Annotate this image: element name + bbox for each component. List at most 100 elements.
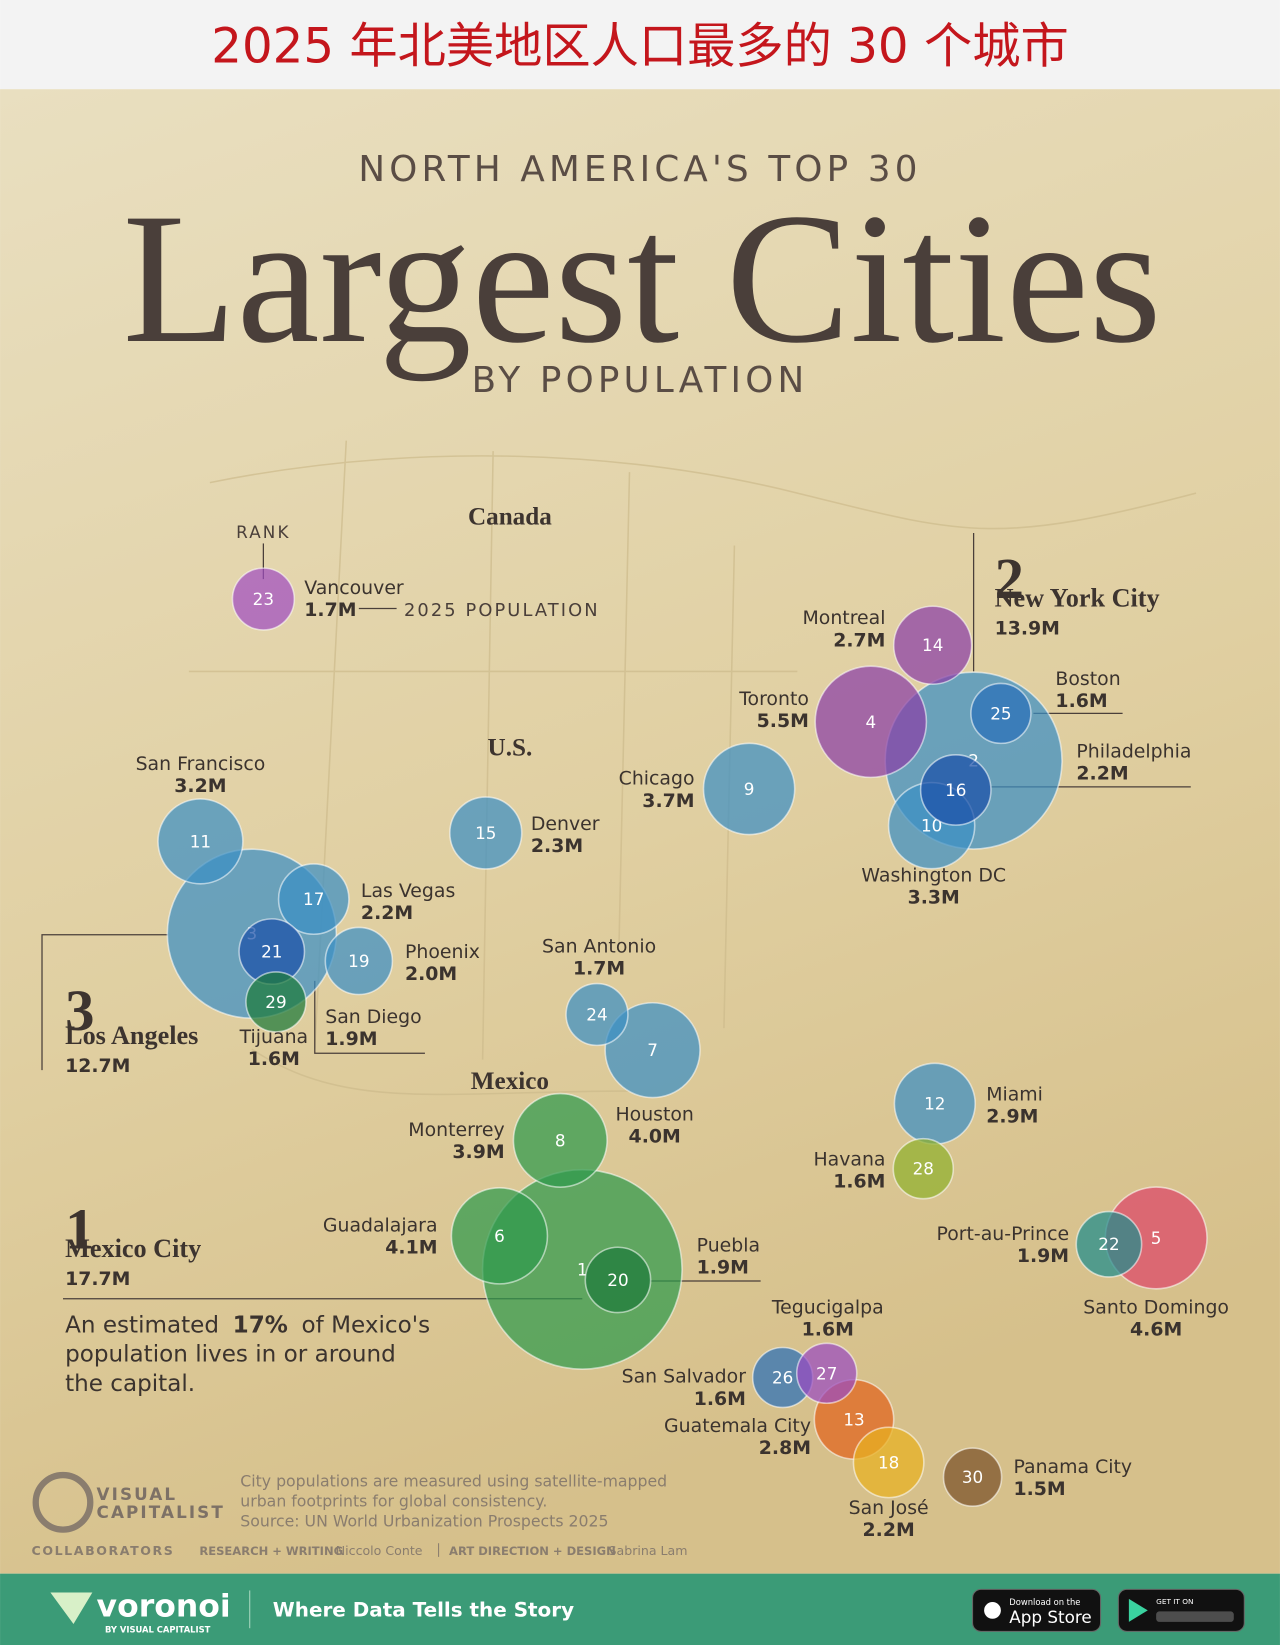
city-population: 1.6M: [1055, 690, 1107, 712]
city-population: 2.0M: [405, 963, 457, 985]
city-name: Tegucigalpa: [771, 1296, 884, 1318]
city-bubble: [512, 1092, 608, 1188]
brand: CAPITALIST: [97, 1502, 225, 1522]
city-bubble: [277, 863, 350, 936]
city-population: 1.9M: [697, 1257, 749, 1279]
region-label: Mexico: [471, 1068, 549, 1095]
city-bubble: [450, 1187, 549, 1285]
city-population: 2.2M: [1076, 762, 1128, 784]
city-population: 2.2M: [361, 902, 413, 924]
city-name: Denver: [531, 813, 600, 835]
app-store-button[interactable]: Download on the App Store: [972, 1588, 1102, 1632]
city-name: San Diego: [325, 1006, 421, 1028]
city-rank: 1: [577, 1259, 588, 1279]
play-store-button[interactable]: GET IT ON: [1117, 1588, 1245, 1632]
city-bubble: [584, 1246, 652, 1314]
city-name: San José: [849, 1497, 929, 1519]
city-rank: 8: [555, 1130, 566, 1150]
city-name: Monterrey: [408, 1119, 504, 1141]
big-rank: 2: [995, 546, 1024, 611]
city-population: 1.6M: [833, 1171, 885, 1193]
annotation-text: the capital.: [65, 1371, 195, 1397]
city-rank: 15: [475, 823, 496, 843]
city-population: 3.9M: [452, 1141, 504, 1163]
city-population: 1.5M: [1013, 1478, 1065, 1500]
city-name: San Antonio: [542, 936, 656, 958]
city-population: 3.2M: [174, 775, 226, 797]
city-bubble: [1075, 1210, 1143, 1278]
city-bubble: [814, 665, 928, 779]
banner: [0, 0, 1280, 90]
city-population: 1.6M: [694, 1388, 746, 1410]
city-name: Washington DC: [861, 864, 1006, 886]
city-rank: 6: [494, 1226, 505, 1246]
city-name: Tijuana: [239, 1026, 309, 1048]
city-bubble: [892, 605, 973, 685]
city-population: 1.6M: [802, 1319, 854, 1341]
city-rank: 5: [1151, 1228, 1162, 1248]
credit-person: Sabrina Lam: [609, 1543, 688, 1558]
play-store-small: GET IT ON: [1156, 1597, 1193, 1606]
city-name: San Francisco: [136, 753, 266, 775]
big-city-population: 13.9M: [995, 618, 1060, 640]
city-population: 1.9M: [325, 1028, 377, 1050]
city-rank: 18: [878, 1452, 899, 1472]
city-rank: 19: [348, 951, 369, 971]
city-bubble: [852, 1426, 925, 1499]
city-bubble: [942, 1447, 1003, 1507]
app-store-label: App Store: [1009, 1607, 1091, 1627]
annotation: An estimated 17% of Mexico's population …: [65, 1312, 437, 1397]
credits-heading: COLLABORATORS: [32, 1543, 175, 1558]
main-title: Largest Cities: [123, 176, 1162, 382]
legend-rank: RANK: [236, 522, 290, 542]
city-name: Havana: [813, 1149, 885, 1171]
city-rank: 13: [843, 1409, 864, 1429]
bubbles: 1234567891011121314151617181920212223242…: [157, 567, 1208, 1507]
city-population: 1.7M: [304, 599, 356, 621]
big-city-population: 17.7M: [65, 1268, 130, 1290]
city-rank: 9: [744, 779, 755, 799]
big-city-name: Los Angeles: [65, 1021, 198, 1050]
annotation-text: population lives in or around: [65, 1342, 396, 1368]
city-name: Houston: [615, 1103, 693, 1125]
city-bubble: [565, 982, 629, 1047]
app-store-small: Download on the: [1009, 1597, 1080, 1607]
annotation-text: An estimated: [65, 1312, 219, 1338]
city-rank: 23: [253, 589, 274, 609]
city-rank: 25: [990, 703, 1011, 723]
city-bubble: [892, 1137, 955, 1200]
voronoi-mark: [50, 1592, 93, 1625]
city-population: 4.1M: [385, 1237, 437, 1259]
credit-role: RESEARCH + WRITING: [199, 1544, 343, 1558]
brand: VISUAL: [97, 1484, 178, 1504]
city-rank: 22: [1098, 1234, 1119, 1254]
note: Source: UN World Urbanization Prospects …: [240, 1511, 608, 1530]
annotation-text: of Mexico's: [302, 1312, 431, 1338]
credit-role: ART DIRECTION + DESIGN: [449, 1544, 616, 1558]
city-name: Miami: [986, 1084, 1043, 1106]
city-name: Guatemala City: [664, 1415, 811, 1437]
city-name: Boston: [1055, 668, 1120, 690]
big-city-name: New York City: [995, 583, 1160, 612]
note: urban footprints for global consistency.: [240, 1492, 547, 1511]
city-bubble: [970, 682, 1032, 745]
city-population: 2.3M: [531, 835, 583, 857]
credit-person: Niccolo Conte: [336, 1543, 423, 1558]
city-population: 3.3M: [908, 886, 960, 908]
city-population: 2.8M: [759, 1437, 811, 1459]
city-bubble: [449, 796, 523, 870]
region-label: Canada: [468, 504, 552, 531]
city-name: Philadelphia: [1076, 740, 1191, 762]
city-rank: 14: [922, 635, 943, 655]
city-rank: 30: [962, 1467, 983, 1487]
city-bubble: [231, 567, 296, 631]
city-name: Santo Domingo: [1083, 1296, 1229, 1318]
footer-logo[interactable]: voronoi: [97, 1589, 231, 1625]
city-bubble: [157, 798, 244, 885]
note: City populations are measured using sate…: [240, 1472, 667, 1491]
city-bubble: [702, 742, 796, 836]
city-name: Vancouver: [304, 577, 404, 599]
